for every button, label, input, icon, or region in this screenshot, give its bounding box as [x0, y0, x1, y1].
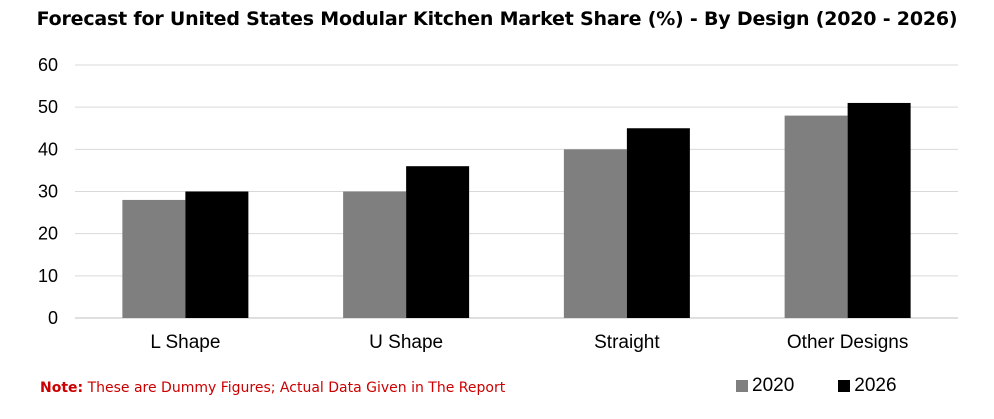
bar-2026-other-designs: [847, 102, 911, 318]
legend-swatch-2026: [838, 380, 851, 392]
legend-swatch-2020: [736, 380, 748, 392]
legend: 2020 2026: [736, 375, 897, 397]
x-tick-label: Straight: [594, 332, 660, 353]
legend-item-2020: 2020: [736, 375, 794, 397]
footnote: Note: These are Dummy Figures; Actual Da…: [40, 380, 505, 396]
y-tick-label: 60: [38, 55, 58, 75]
legend-label-2020: 2020: [752, 375, 795, 396]
y-tick-label: 50: [38, 97, 58, 117]
x-tick-label: L Shape: [150, 332, 220, 353]
y-tick-label: 0: [48, 308, 58, 328]
footnote-lead: Note:: [40, 380, 84, 396]
y-tick-label: 40: [38, 139, 58, 159]
footnote-text: These are Dummy Figures; Actual Data Giv…: [83, 380, 506, 396]
y-tick-label: 20: [38, 224, 58, 244]
bar-2020-other-designs: [784, 115, 848, 318]
y-tick-label: 30: [38, 182, 58, 202]
bar-2020-l-shape: [122, 199, 186, 318]
y-tick-label: 10: [38, 266, 58, 286]
chart-title: Forecast for United States Modular Kitch…: [36, 8, 958, 30]
x-tick-label: U Shape: [369, 332, 443, 353]
x-tick-label: Other Designs: [787, 332, 908, 353]
bar-2020-u-shape: [343, 191, 407, 318]
bar-2020-straight: [563, 149, 627, 318]
legend-item-2026: 2026: [838, 375, 897, 397]
legend-label-2026: 2026: [854, 375, 897, 396]
bar-2026-u-shape: [406, 166, 470, 318]
bar-2026-l-shape: [185, 191, 249, 318]
bar-2026-straight: [626, 128, 690, 318]
